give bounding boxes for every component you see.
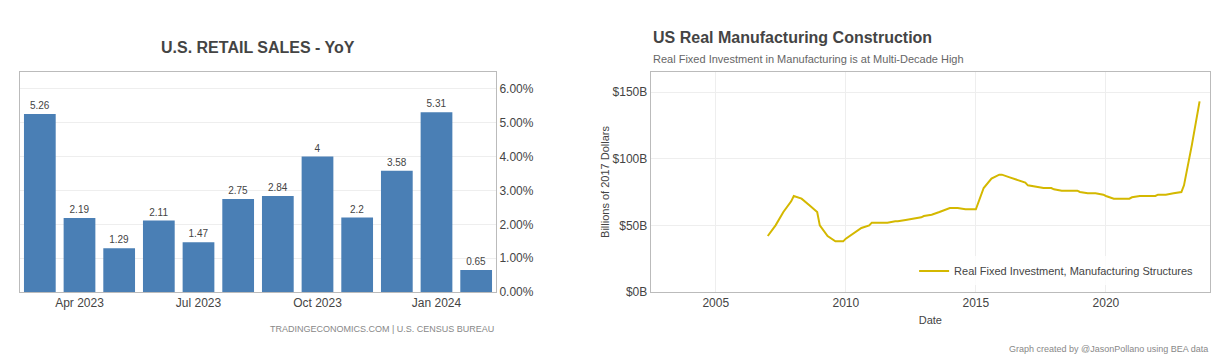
svg-text:2.84: 2.84 (268, 182, 288, 193)
svg-text:4.00%: 4.00% (499, 150, 533, 164)
svg-text:TRADINGECONOMICS.COM | U.S. CE: TRADINGECONOMICS.COM | U.S. CENSUS BUREA… (270, 324, 494, 334)
svg-text:Real Fixed Investment, Manufac: Real Fixed Investment, Manufacturing Str… (954, 265, 1193, 277)
svg-text:Oct 2023: Oct 2023 (293, 296, 342, 310)
svg-text:1.47: 1.47 (189, 228, 209, 239)
svg-text:Graph created by @JasonPollano: Graph created by @JasonPollano using BEA… (1009, 344, 1208, 354)
svg-text:3.58: 3.58 (387, 157, 407, 168)
svg-text:US Real Manufacturing Construc: US Real Manufacturing Construction (653, 29, 932, 46)
svg-text:4: 4 (315, 143, 321, 154)
svg-text:2015: 2015 (963, 296, 990, 310)
svg-text:5.31: 5.31 (427, 98, 447, 109)
svg-text:2.19: 2.19 (70, 204, 90, 215)
svg-text:2010: 2010 (832, 296, 859, 310)
svg-text:$50B: $50B (619, 219, 647, 233)
svg-text:2.11: 2.11 (149, 207, 168, 218)
svg-text:Billions of 2017 Dollars: Billions of 2017 Dollars (599, 126, 611, 238)
svg-text:1.00%: 1.00% (499, 251, 533, 265)
svg-text:2.75: 2.75 (228, 185, 248, 196)
svg-text:U.S. RETAIL SALES - YoY: U.S. RETAIL SALES - YoY (161, 39, 355, 56)
svg-text:2.2: 2.2 (350, 204, 364, 215)
svg-text:6.00%: 6.00% (499, 82, 533, 96)
svg-text:5.26: 5.26 (30, 100, 50, 111)
svg-text:Date: Date (919, 314, 942, 326)
svg-text:2005: 2005 (702, 296, 729, 310)
svg-text:$0B: $0B (626, 285, 647, 299)
svg-text:2.00%: 2.00% (499, 218, 533, 232)
svg-text:0.00%: 0.00% (499, 285, 533, 299)
svg-text:Jul 2023: Jul 2023 (176, 296, 222, 310)
svg-text:$100B: $100B (613, 152, 648, 166)
svg-text:3.00%: 3.00% (499, 184, 533, 198)
svg-text:Apr 2023: Apr 2023 (55, 296, 104, 310)
svg-text:Jan 2024: Jan 2024 (412, 296, 462, 310)
svg-text:Real Fixed Investment in Manuf: Real Fixed Investment in Manufacturing i… (653, 53, 964, 65)
svg-text:2020: 2020 (1093, 296, 1120, 310)
svg-text:1.29: 1.29 (109, 234, 129, 245)
svg-text:$150B: $150B (613, 85, 648, 99)
svg-text:0.65: 0.65 (466, 256, 486, 267)
svg-text:5.00%: 5.00% (499, 116, 533, 130)
